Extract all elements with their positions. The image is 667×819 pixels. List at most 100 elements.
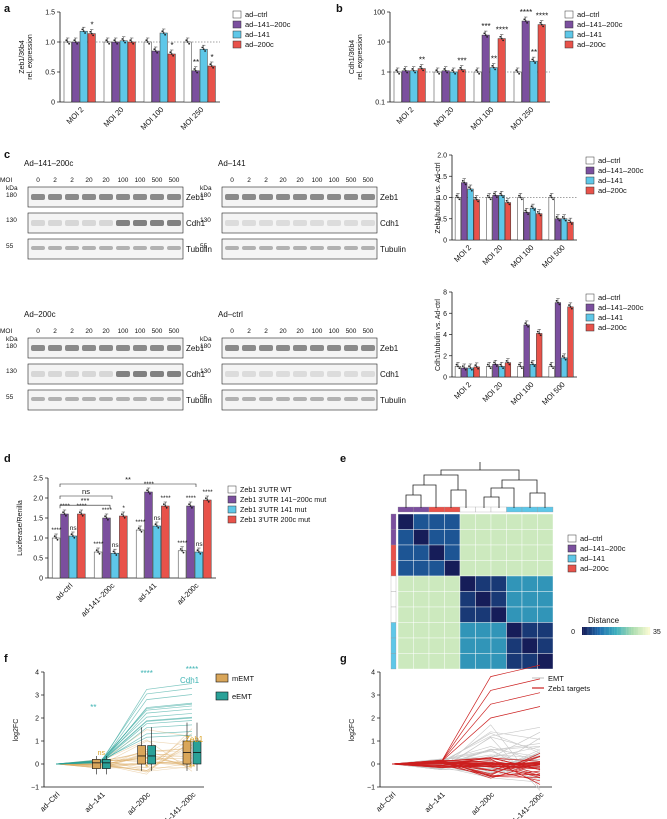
legend-swatch xyxy=(227,495,237,504)
series-line xyxy=(391,761,541,767)
x-tick-label: ad–Ctrl xyxy=(374,790,398,814)
series-line xyxy=(391,762,541,766)
data-point xyxy=(478,72,480,75)
data-point xyxy=(132,42,135,45)
x-tick-label: ad-141~200c xyxy=(79,581,117,619)
colorbar-title: Distance xyxy=(588,616,620,625)
heatmap-cell xyxy=(506,637,523,654)
data-point xyxy=(470,189,473,192)
blot-band xyxy=(133,194,147,200)
data-point xyxy=(396,71,399,73)
significance-label: *** xyxy=(457,57,466,66)
bar xyxy=(103,41,112,103)
significance-label: ns xyxy=(196,541,204,548)
bar xyxy=(536,213,543,241)
colorbar-segment xyxy=(602,627,605,635)
legend-label: ad–200c xyxy=(577,40,606,49)
data-point xyxy=(558,219,561,222)
bar xyxy=(554,302,562,378)
blot-band xyxy=(133,246,147,250)
bar xyxy=(433,71,442,103)
series-line xyxy=(391,724,541,789)
bar xyxy=(207,65,216,103)
data-point xyxy=(114,41,117,43)
colorbar-segment xyxy=(648,627,651,635)
blot-band xyxy=(82,371,96,377)
heatmap-cell xyxy=(537,591,554,608)
data-point xyxy=(156,51,159,54)
blot-band xyxy=(116,246,130,250)
data-point xyxy=(198,551,200,553)
bar xyxy=(167,53,176,103)
significance-label: * xyxy=(90,21,93,30)
bar xyxy=(548,197,555,241)
data-point xyxy=(494,363,497,366)
data-point xyxy=(561,216,564,218)
data-point xyxy=(404,69,407,72)
moi-value: 500 xyxy=(363,328,374,335)
heatmap-cell xyxy=(444,637,461,654)
bar xyxy=(144,491,153,579)
y-tick-label: 1 xyxy=(35,739,39,746)
data-point xyxy=(563,217,566,220)
y-axis-label: log2FC xyxy=(13,719,20,742)
bar xyxy=(191,70,200,103)
data-point xyxy=(411,68,414,70)
data-point xyxy=(499,192,502,195)
blot-band xyxy=(242,246,256,250)
heatmap-cell xyxy=(444,529,461,546)
data-point xyxy=(196,71,199,74)
heatmap-cell xyxy=(413,575,430,592)
heatmap-cell xyxy=(397,637,414,654)
legend-swatch xyxy=(585,293,595,302)
blot-band xyxy=(225,246,239,250)
legend-swatch xyxy=(585,303,595,312)
data-point xyxy=(420,67,423,70)
bar xyxy=(567,306,574,378)
moi-value: 100 xyxy=(329,328,340,335)
data-point xyxy=(209,63,212,66)
data-point xyxy=(204,50,207,52)
row-annotation xyxy=(390,513,397,530)
y-tick-label: 2.0 xyxy=(437,153,447,160)
bar xyxy=(536,333,543,378)
data-point xyxy=(486,363,489,366)
significance-bracket xyxy=(59,495,113,499)
data-point xyxy=(525,211,528,214)
bar xyxy=(497,38,506,103)
data-point xyxy=(435,69,438,72)
data-point xyxy=(464,183,467,186)
data-point xyxy=(569,221,572,224)
blot-band xyxy=(242,220,256,226)
heatmap-cell xyxy=(490,560,507,577)
data-point xyxy=(469,367,472,369)
heatmap-cell xyxy=(537,575,554,592)
blot-band xyxy=(293,194,307,200)
moi-value: 2 xyxy=(247,328,251,335)
row-annotation xyxy=(390,529,397,546)
data-point xyxy=(97,551,99,553)
colorbar-segment xyxy=(588,627,591,635)
colorbar-segment xyxy=(597,627,600,635)
data-point xyxy=(403,68,406,70)
heatmap-cell xyxy=(459,529,476,546)
significance-label: ** xyxy=(419,56,425,65)
colorbar-segment xyxy=(610,627,613,635)
x-tick-label: ad–Ctrl xyxy=(38,790,62,814)
blot-band xyxy=(99,345,113,351)
blot-strip xyxy=(221,363,378,385)
moi-value: 20 xyxy=(85,328,93,335)
heatmap-cell xyxy=(475,591,492,608)
heatmap-cell xyxy=(413,606,430,623)
colorbar-segment xyxy=(583,627,586,635)
blot-band xyxy=(150,194,164,200)
blot-band xyxy=(310,397,324,401)
y-tick-label: 4 xyxy=(371,670,375,677)
bar xyxy=(498,195,505,241)
data-point xyxy=(483,32,486,35)
heatmap-cell xyxy=(521,513,538,530)
moi-value: 20 xyxy=(296,177,304,184)
series-line xyxy=(55,747,193,766)
data-point xyxy=(477,367,479,370)
